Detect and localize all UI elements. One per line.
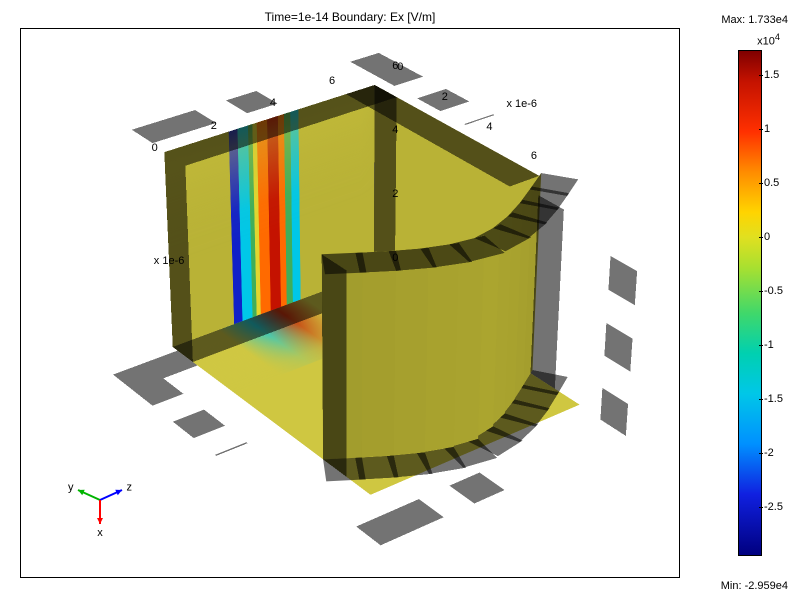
colorbar-tick: -1.5: [764, 393, 783, 405]
plot-title: Time=1e-14 Boundary: Ex [V/m]: [20, 10, 680, 24]
axis-tick-label: 6: [329, 75, 335, 87]
axis-tick-label: 2: [392, 188, 398, 200]
axis-tick-label: 0: [397, 61, 403, 73]
colorbar: Max: 1.733e4 x104 1.510.50-0.5-1-1.5-2-2…: [688, 28, 788, 578]
colorbar-ticks: 1.5 1 0.5 0 -0.5 -1 -1.5 -2 -2.5: [764, 50, 800, 556]
colorbar-min-label: Min: -2.959e4: [721, 580, 788, 592]
svg-text:x: x: [97, 527, 103, 539]
axis-tick-label: 4: [392, 124, 398, 136]
colorbar-exponent: x104: [757, 32, 780, 48]
axis-tick-label: 0: [392, 252, 398, 264]
plot-area: 024602460246x 1e-6x 1e-6 yzx: [20, 28, 680, 578]
colorbar-tick: -2.5: [764, 501, 783, 513]
axis-tick-label: 2: [442, 91, 448, 103]
axis-tick-label: 6: [392, 60, 398, 72]
axis-tick-label: 0: [152, 142, 158, 154]
colorbar-tick: 0: [764, 231, 770, 243]
colorbar-tick: -2: [764, 447, 774, 459]
axis-tick-label: 6: [531, 150, 537, 162]
axis-tick-label: 4: [270, 97, 276, 109]
colorbar-tick: -0.5: [764, 285, 783, 297]
colorbar-tick: -1: [764, 339, 774, 351]
colorbar-gradient: [738, 50, 762, 556]
svg-text:y: y: [68, 482, 74, 494]
colorbar-tick: 1.5: [764, 69, 779, 81]
axis-tick-label: x 1e-6: [154, 255, 185, 267]
axis-tick-label: x 1e-6: [506, 98, 537, 110]
colorbar-tick: 0.5: [764, 177, 779, 189]
svg-text:z: z: [127, 482, 133, 494]
colorbar-max-label: Max: 1.733e4: [721, 14, 788, 26]
colorbar-tick: 1: [764, 123, 770, 135]
axis-tick-label: 2: [211, 120, 217, 132]
orientation-triad: yzx: [65, 465, 135, 535]
axis-tick-label: 4: [486, 121, 492, 133]
